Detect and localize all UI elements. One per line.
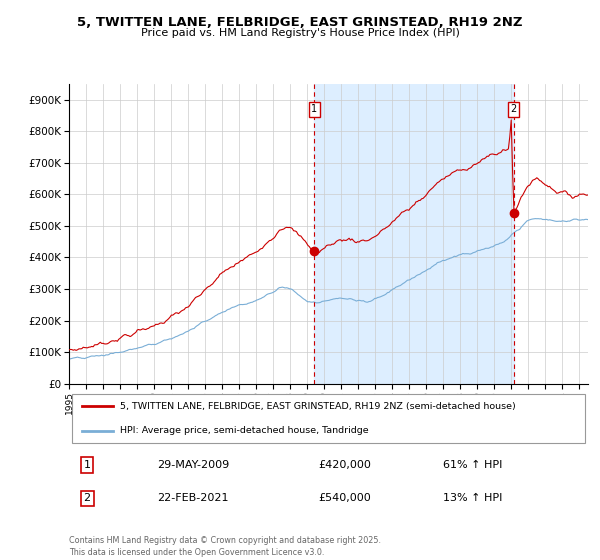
Text: 1: 1	[311, 104, 317, 114]
Text: 2: 2	[83, 493, 91, 503]
Text: £540,000: £540,000	[318, 493, 371, 503]
Text: 22-FEB-2021: 22-FEB-2021	[157, 493, 229, 503]
Text: 2: 2	[511, 104, 517, 114]
Text: 29-MAY-2009: 29-MAY-2009	[157, 460, 229, 470]
Text: HPI: Average price, semi-detached house, Tandridge: HPI: Average price, semi-detached house,…	[120, 426, 368, 435]
Text: 1: 1	[83, 460, 91, 470]
Bar	[314, 84, 514, 384]
Text: 61% ↑ HPI: 61% ↑ HPI	[443, 460, 502, 470]
Text: 5, TWITTEN LANE, FELBRIDGE, EAST GRINSTEAD, RH19 2NZ: 5, TWITTEN LANE, FELBRIDGE, EAST GRINSTE…	[77, 16, 523, 29]
Text: 13% ↑ HPI: 13% ↑ HPI	[443, 493, 502, 503]
Text: £420,000: £420,000	[318, 460, 371, 470]
Text: Price paid vs. HM Land Registry's House Price Index (HPI): Price paid vs. HM Land Registry's House …	[140, 28, 460, 38]
Text: Contains HM Land Registry data © Crown copyright and database right 2025.
This d: Contains HM Land Registry data © Crown c…	[69, 536, 381, 557]
FancyBboxPatch shape	[71, 394, 586, 443]
Text: 5, TWITTEN LANE, FELBRIDGE, EAST GRINSTEAD, RH19 2NZ (semi-detached house): 5, TWITTEN LANE, FELBRIDGE, EAST GRINSTE…	[120, 402, 515, 411]
